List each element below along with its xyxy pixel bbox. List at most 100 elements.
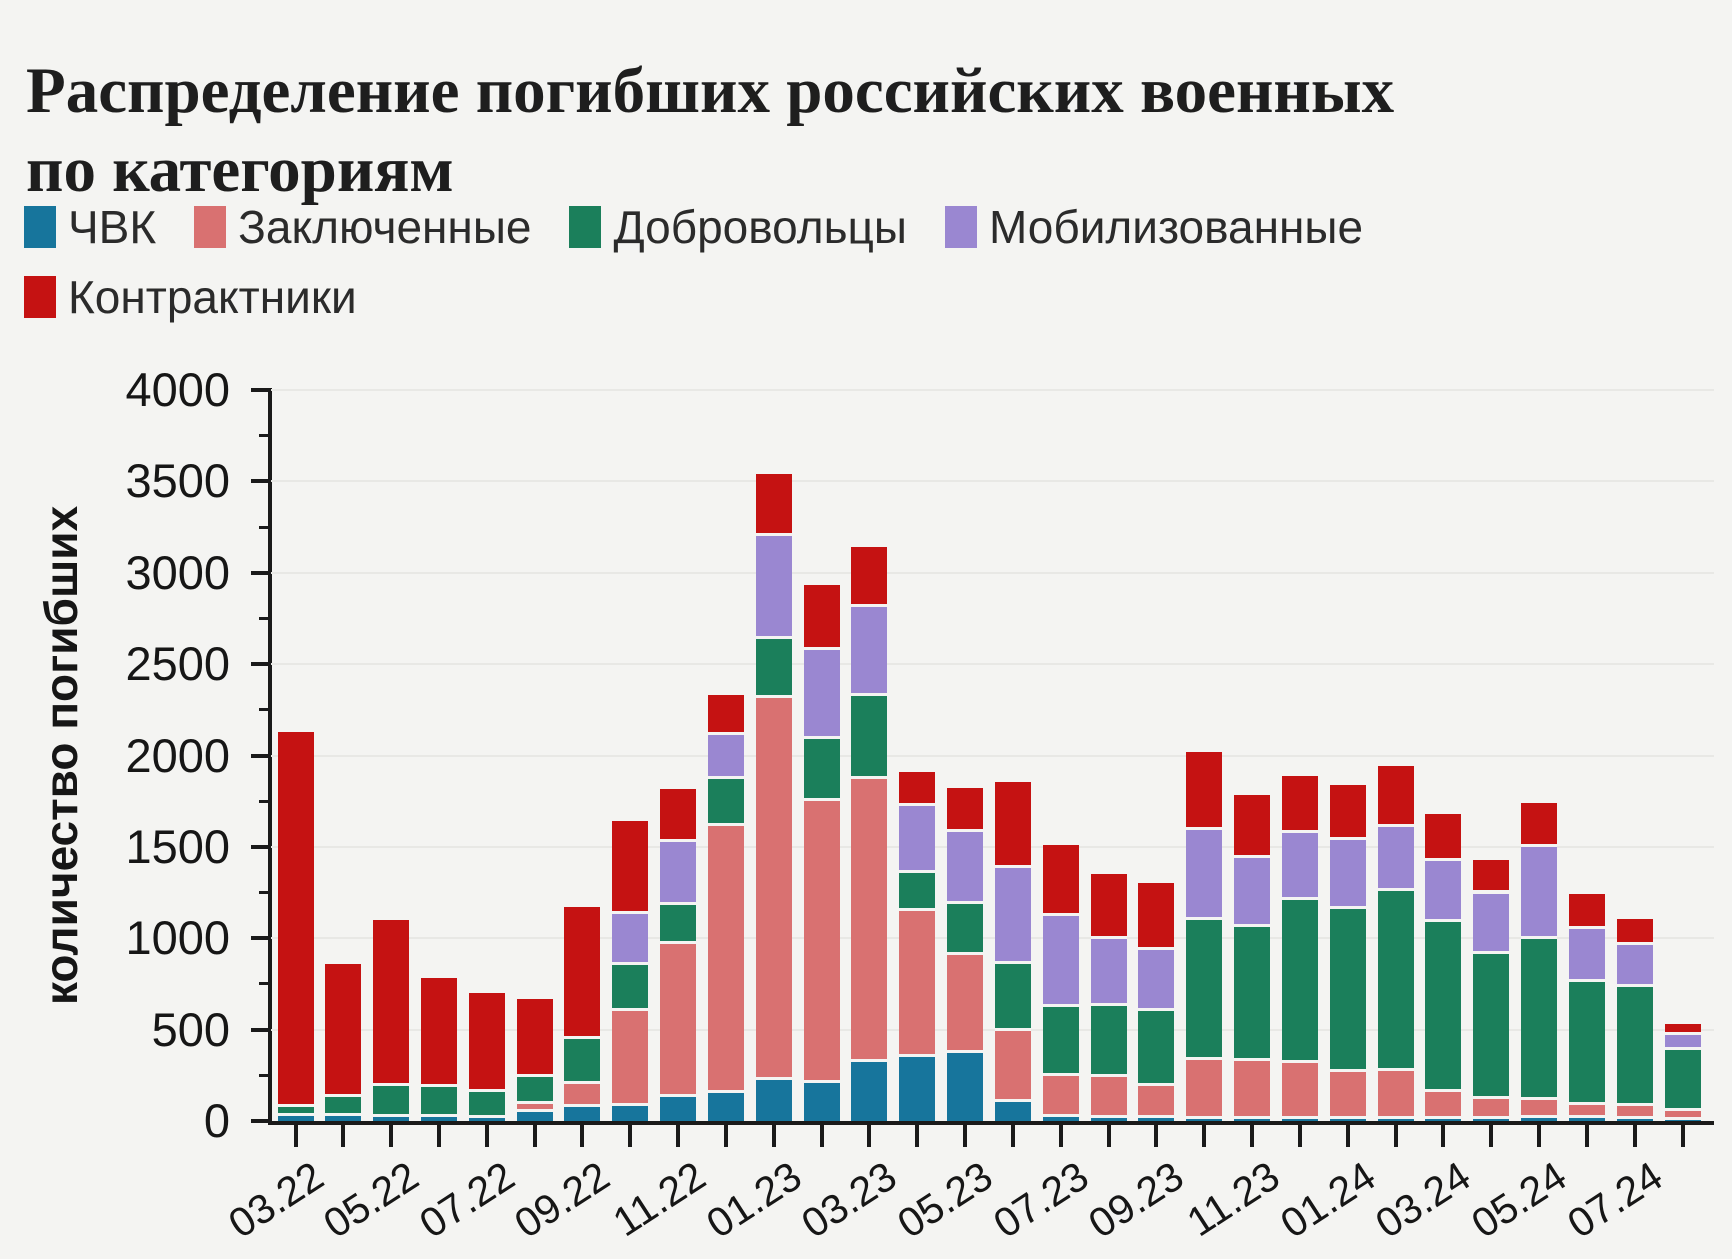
legend-swatch-icon (194, 206, 227, 248)
legend-label: Мобилизованные (988, 201, 1364, 253)
y-minor-tick-2250 (259, 708, 271, 712)
y-major-tick-0 (251, 1119, 271, 1123)
bar-segment-05.23-Мобилизованные (947, 832, 984, 904)
bar-segment-02.23-Контрактники (803, 584, 840, 650)
bar-segment-01.24-Контрактники (1329, 784, 1366, 840)
x-tick-06.23 (1010, 1125, 1015, 1147)
bar-segment-01.24-Добровольцы (1329, 909, 1366, 1072)
bar-segment-02.24-ЧВК (1377, 1119, 1414, 1121)
y-tick-label-4000: 4000 (125, 363, 230, 416)
bar-segment-04.22-ЧВК (325, 1115, 362, 1121)
bar-segment-07.24-ЧВК (1616, 1119, 1653, 1121)
bar-segment-06.22-Контрактники (420, 978, 457, 1088)
bar-segment-11.22-ЧВК (660, 1097, 697, 1121)
x-tick-06.24 (1584, 1125, 1589, 1147)
y-tick-label-1000: 1000 (125, 911, 230, 965)
bar-segment-08.22-Заключенные (516, 1103, 553, 1112)
bar-segment-05.24-Добровольцы (1521, 939, 1558, 1100)
bar-04.24 (1473, 0, 1510, 1121)
x-tick-08.23 (1106, 1125, 1111, 1147)
bar-07.24 (1616, 0, 1653, 1121)
bar-segment-01.23-Контрактники (755, 474, 792, 537)
bar-segment-08.23-Заключенные (1090, 1077, 1127, 1119)
y-tick-label-2000: 2000 (125, 728, 230, 782)
x-tick-11.22 (676, 1125, 681, 1147)
bar-segment-04.24-Добровольцы (1473, 953, 1510, 1100)
bar-segment-02.23-Заключенные (803, 801, 840, 1083)
bar-segment-11.22-Мобилизованные (660, 842, 697, 906)
x-tick-05.22 (389, 1125, 394, 1147)
bar-segment-11.23-Мобилизованные (1234, 857, 1271, 928)
bar-segment-12.22-Контрактники (707, 695, 744, 736)
x-tick-01.23 (771, 1125, 776, 1147)
bar-segment-10.22-Мобилизованные (612, 913, 649, 965)
legend-label: Заключенные (238, 201, 532, 253)
x-tick-02.24 (1393, 1125, 1398, 1147)
bar-segment-09.23-ЧВК (1138, 1118, 1175, 1121)
x-tick-03.22 (293, 1125, 298, 1147)
bar-08.24 (1664, 0, 1701, 1121)
bar-segment-05.24-ЧВК (1521, 1118, 1558, 1121)
y-major-tick-2000 (251, 753, 271, 758)
bar-segment-09.22-Добровольцы (564, 1038, 601, 1085)
bar-segment-10.23-Мобилизованные (1186, 829, 1223, 920)
bar-segment-04.23-Заключенные (899, 910, 936, 1058)
bar-segment-03.23-Мобилизованные (851, 607, 888, 697)
bar-segment-07.22-Добровольцы (468, 1091, 505, 1119)
bar-segment-10.22-Добровольцы (612, 964, 649, 1012)
bar-segment-11.22-Контрактники (660, 789, 697, 843)
bar-segment-12.23-Заключенные (1281, 1062, 1318, 1120)
legend-item-5: Контрактники (24, 270, 357, 324)
bar-segment-03.24-Мобилизованные (1425, 860, 1462, 922)
bar-segment-08.23-Мобилизованные (1090, 939, 1127, 1006)
legend-label: ЧВК (68, 201, 157, 253)
bar-segment-06.23-ЧВК (994, 1101, 1031, 1121)
bar-segment-03.23-Контрактники (851, 547, 888, 608)
bar-segment-03.24-Заключенные (1425, 1091, 1462, 1120)
bar-segment-04.24-Мобилизованные (1473, 893, 1510, 954)
bar-segment-03.24-Добровольцы (1425, 921, 1462, 1092)
bar-segment-05.22-Добровольцы (373, 1086, 410, 1118)
y-major-tick-2500 (251, 662, 271, 667)
bar-segment-08.23-ЧВК (1090, 1118, 1127, 1121)
legend-swatch-icon (944, 206, 977, 248)
y-minor-tick-250 (259, 1073, 271, 1077)
legend: ЧВК Заключенные Добровольцы Мобилизованные К… (24, 200, 1504, 324)
bar-06.22 (420, 0, 457, 1121)
bar-segment-03.22-Контрактники (277, 731, 314, 1108)
bar-segment-04.23-Мобилизованные (899, 805, 936, 874)
bar-segment-07.23-Добровольцы (1042, 1006, 1079, 1077)
bar-segment-05.22-Контрактники (373, 919, 410, 1087)
bar-segment-07.23-ЧВК (1042, 1117, 1079, 1121)
bar-06.23 (994, 0, 1031, 1121)
y-minor-tick-2750 (259, 616, 271, 620)
y-major-tick-500 (251, 1027, 271, 1032)
x-tick-08.24 (1680, 1125, 1685, 1147)
legend-item-3: Добровольцы (569, 200, 907, 254)
legend-swatch-icon (569, 206, 602, 248)
gridline-y-1000 (271, 937, 1714, 940)
bar-segment-01.24-Заключенные (1329, 1071, 1366, 1120)
bar-segment-05.22-ЧВК (373, 1117, 410, 1121)
x-tick-02.23 (819, 1125, 824, 1147)
legend-item-1: ЧВК (24, 200, 156, 254)
bar-segment-06.23-Добровольцы (994, 963, 1031, 1032)
x-axis-line (268, 1121, 1714, 1125)
x-tick-06.22 (436, 1125, 441, 1147)
bar-segment-07.23-Мобилизованные (1042, 916, 1079, 1007)
bar-segment-03.22-Добровольцы (277, 1107, 314, 1116)
legend-swatch-icon (24, 276, 56, 318)
x-tick-04.24 (1489, 1125, 1494, 1147)
bar-segment-09.23-Контрактники (1138, 882, 1175, 951)
bar-segment-03.23-Заключенные (851, 779, 888, 1062)
y-major-tick-3000 (251, 570, 271, 575)
bar-08.23 (1090, 0, 1127, 1121)
bar-segment-08.22-Добровольцы (516, 1077, 553, 1104)
bar-segment-06.24-Заключенные (1568, 1104, 1605, 1119)
bar-segment-07.24-Контрактники (1616, 919, 1653, 945)
bar-segment-03.22-ЧВК (277, 1115, 314, 1121)
y-minor-tick-1750 (259, 799, 271, 803)
bar-segment-12.22-ЧВК (707, 1092, 744, 1121)
bar-segment-08.24-Мобилизованные (1664, 1035, 1701, 1050)
bar-segment-05.23-Заключенные (947, 954, 984, 1054)
